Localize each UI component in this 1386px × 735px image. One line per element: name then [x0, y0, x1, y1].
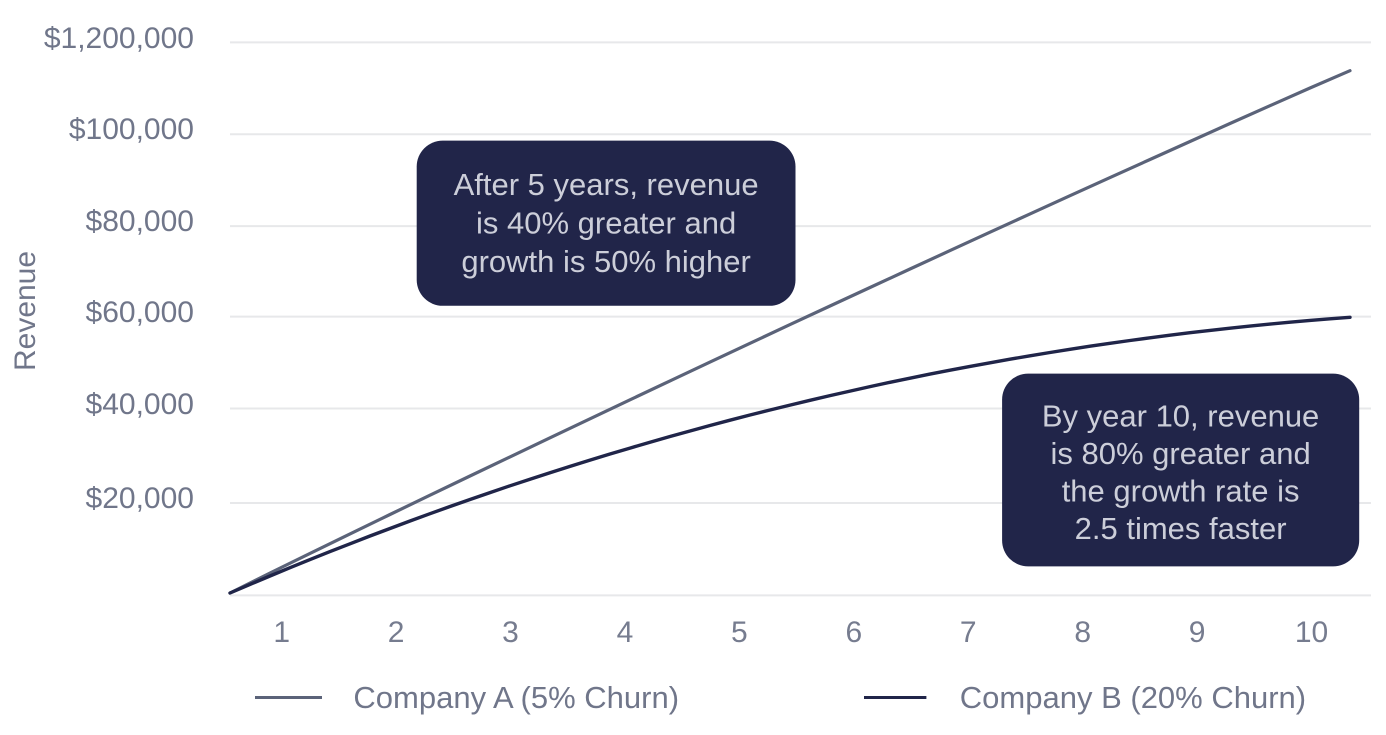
svg-text:7: 7 [960, 616, 977, 649]
svg-text:9: 9 [1189, 616, 1206, 649]
svg-text:the growth rate is: the growth rate is [1062, 473, 1300, 508]
svg-text:By year 10, revenue: By year 10, revenue [1042, 398, 1319, 433]
svg-text:is 80% greater and: is 80% greater and [1050, 436, 1310, 471]
svg-text:$80,000: $80,000 [86, 205, 194, 238]
svg-text:$40,000: $40,000 [86, 388, 194, 421]
svg-text:is 40% greater and: is 40% greater and [476, 206, 736, 241]
svg-text:$100,000: $100,000 [69, 113, 194, 146]
svg-text:$1,200,000: $1,200,000 [44, 22, 194, 55]
svg-text:2: 2 [388, 616, 405, 649]
svg-text:After 5 years, revenue: After 5 years, revenue [454, 167, 759, 202]
svg-text:$60,000: $60,000 [86, 296, 194, 329]
svg-text:$20,000: $20,000 [86, 482, 194, 515]
svg-text:4: 4 [617, 616, 634, 649]
svg-text:6: 6 [845, 616, 862, 649]
svg-text:1: 1 [273, 616, 290, 649]
svg-text:10: 10 [1295, 616, 1328, 649]
svg-text:8: 8 [1074, 616, 1091, 649]
svg-text:Company A (5% Churn): Company A (5% Churn) [353, 680, 679, 715]
svg-text:growth is 50% higher: growth is 50% higher [461, 244, 751, 279]
svg-text:3: 3 [502, 616, 519, 649]
svg-text:Company B (20% Churn): Company B (20% Churn) [960, 680, 1306, 715]
svg-text:Revenue: Revenue [9, 251, 42, 371]
svg-text:2.5 times faster: 2.5 times faster [1075, 511, 1287, 546]
svg-text:5: 5 [731, 616, 748, 649]
